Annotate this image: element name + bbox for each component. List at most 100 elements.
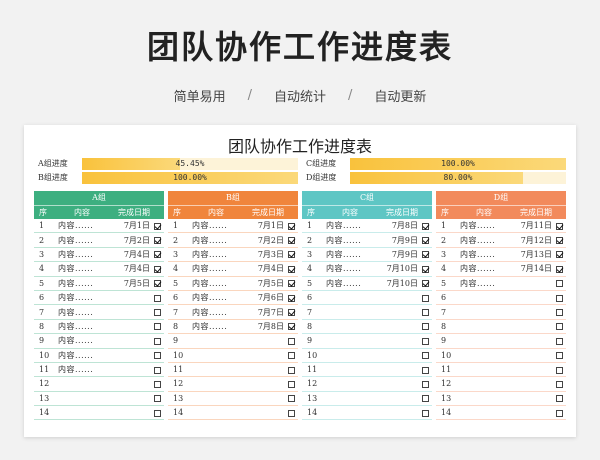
row-checkbox[interactable]: [284, 379, 298, 388]
checkbox-icon[interactable]: [555, 323, 563, 331]
row-checkbox[interactable]: [150, 351, 164, 360]
checkbox-icon[interactable]: [287, 294, 295, 302]
row-checkbox[interactable]: [418, 250, 432, 259]
row-checkbox[interactable]: [552, 322, 566, 331]
checkbox-icon[interactable]: [287, 237, 295, 245]
row-checkbox[interactable]: [552, 365, 566, 374]
checkbox-icon[interactable]: [555, 395, 563, 403]
row-checkbox[interactable]: [552, 408, 566, 417]
row-checkbox[interactable]: [284, 236, 298, 245]
checkbox-icon[interactable]: [287, 280, 295, 288]
row-checkbox[interactable]: [284, 264, 298, 273]
checkbox-icon[interactable]: [555, 352, 563, 360]
row-checkbox[interactable]: [284, 250, 298, 259]
row-checkbox[interactable]: [418, 336, 432, 345]
row-checkbox[interactable]: [150, 236, 164, 245]
row-checkbox[interactable]: [552, 379, 566, 388]
row-checkbox[interactable]: [284, 394, 298, 403]
checkbox-icon[interactable]: [287, 352, 295, 360]
row-checkbox[interactable]: [418, 308, 432, 317]
checkbox-icon[interactable]: [421, 337, 429, 345]
checkbox-icon[interactable]: [153, 280, 161, 288]
checkbox-icon[interactable]: [555, 337, 563, 345]
row-checkbox[interactable]: [418, 351, 432, 360]
row-checkbox[interactable]: [552, 336, 566, 345]
row-checkbox[interactable]: [284, 408, 298, 417]
row-checkbox[interactable]: [552, 293, 566, 302]
row-checkbox[interactable]: [418, 279, 432, 288]
row-checkbox[interactable]: [418, 293, 432, 302]
checkbox-icon[interactable]: [555, 309, 563, 317]
checkbox-icon[interactable]: [153, 309, 161, 317]
checkbox-icon[interactable]: [421, 395, 429, 403]
checkbox-icon[interactable]: [153, 337, 161, 345]
checkbox-icon[interactable]: [555, 280, 563, 288]
checkbox-icon[interactable]: [421, 352, 429, 360]
row-checkbox[interactable]: [284, 308, 298, 317]
checkbox-icon[interactable]: [287, 265, 295, 273]
checkbox-icon[interactable]: [287, 380, 295, 388]
row-checkbox[interactable]: [552, 236, 566, 245]
row-checkbox[interactable]: [552, 279, 566, 288]
row-checkbox[interactable]: [418, 221, 432, 230]
checkbox-icon[interactable]: [153, 395, 161, 403]
checkbox-icon[interactable]: [421, 251, 429, 259]
checkbox-icon[interactable]: [421, 237, 429, 245]
checkbox-icon[interactable]: [421, 309, 429, 317]
checkbox-icon[interactable]: [421, 265, 429, 273]
row-checkbox[interactable]: [552, 394, 566, 403]
row-checkbox[interactable]: [552, 308, 566, 317]
row-checkbox[interactable]: [284, 221, 298, 230]
row-checkbox[interactable]: [150, 221, 164, 230]
checkbox-icon[interactable]: [287, 309, 295, 317]
row-checkbox[interactable]: [418, 264, 432, 273]
row-checkbox[interactable]: [418, 365, 432, 374]
checkbox-icon[interactable]: [421, 280, 429, 288]
checkbox-icon[interactable]: [153, 237, 161, 245]
checkbox-icon[interactable]: [555, 265, 563, 273]
checkbox-icon[interactable]: [555, 366, 563, 374]
row-checkbox[interactable]: [418, 394, 432, 403]
row-checkbox[interactable]: [150, 308, 164, 317]
checkbox-icon[interactable]: [555, 251, 563, 259]
row-checkbox[interactable]: [552, 221, 566, 230]
checkbox-icon[interactable]: [287, 251, 295, 259]
checkbox-icon[interactable]: [555, 380, 563, 388]
row-checkbox[interactable]: [418, 379, 432, 388]
row-checkbox[interactable]: [150, 394, 164, 403]
checkbox-icon[interactable]: [555, 237, 563, 245]
checkbox-icon[interactable]: [287, 222, 295, 230]
checkbox-icon[interactable]: [153, 366, 161, 374]
row-checkbox[interactable]: [284, 351, 298, 360]
row-checkbox[interactable]: [150, 279, 164, 288]
row-checkbox[interactable]: [552, 264, 566, 273]
checkbox-icon[interactable]: [153, 352, 161, 360]
row-checkbox[interactable]: [150, 264, 164, 273]
row-checkbox[interactable]: [150, 365, 164, 374]
checkbox-icon[interactable]: [287, 395, 295, 403]
checkbox-icon[interactable]: [421, 409, 429, 417]
row-checkbox[interactable]: [284, 279, 298, 288]
checkbox-icon[interactable]: [421, 222, 429, 230]
row-checkbox[interactable]: [150, 322, 164, 331]
row-checkbox[interactable]: [150, 293, 164, 302]
checkbox-icon[interactable]: [421, 366, 429, 374]
checkbox-icon[interactable]: [287, 366, 295, 374]
row-checkbox[interactable]: [284, 322, 298, 331]
checkbox-icon[interactable]: [153, 323, 161, 331]
checkbox-icon[interactable]: [555, 409, 563, 417]
checkbox-icon[interactable]: [153, 251, 161, 259]
row-checkbox[interactable]: [150, 336, 164, 345]
row-checkbox[interactable]: [418, 236, 432, 245]
row-checkbox[interactable]: [552, 250, 566, 259]
checkbox-icon[interactable]: [153, 409, 161, 417]
checkbox-icon[interactable]: [153, 222, 161, 230]
row-checkbox[interactable]: [418, 408, 432, 417]
checkbox-icon[interactable]: [421, 380, 429, 388]
checkbox-icon[interactable]: [421, 294, 429, 302]
row-checkbox[interactable]: [150, 250, 164, 259]
row-checkbox[interactable]: [150, 408, 164, 417]
checkbox-icon[interactable]: [287, 337, 295, 345]
row-checkbox[interactable]: [284, 293, 298, 302]
row-checkbox[interactable]: [284, 336, 298, 345]
